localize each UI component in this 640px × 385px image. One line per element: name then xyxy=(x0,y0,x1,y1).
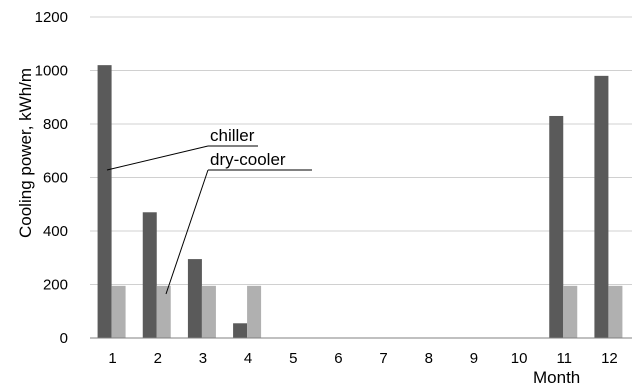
x-tick-label: 6 xyxy=(334,350,342,367)
bar-dry-cooler-1 xyxy=(111,285,126,338)
annotation-dry-cooler-leader xyxy=(165,169,209,295)
x-tick-label: 2 xyxy=(154,350,162,367)
y-tick-label: 1000 xyxy=(35,63,68,80)
x-tick-label: 9 xyxy=(470,350,478,367)
bar-chiller-2 xyxy=(142,212,157,338)
x-tick-label: 4 xyxy=(244,350,252,367)
y-tick-labels: 0 200 400 600 800 1000 1200 xyxy=(35,9,68,347)
x-tick-label: 1 xyxy=(108,350,116,367)
x-tick-label: 12 xyxy=(601,350,618,367)
x-tick-label: 11 xyxy=(556,350,572,367)
annotation-chiller: chiller xyxy=(210,126,255,145)
x-tick-labels: 1 2 3 4 5 6 7 8 9 10 11 12 xyxy=(108,350,617,367)
bar-dry-cooler-2 xyxy=(156,285,171,338)
y-tick-label: 400 xyxy=(43,223,68,240)
x-tick-label: 5 xyxy=(289,350,297,367)
y-tick-label: 0 xyxy=(60,330,68,347)
bar-chiller-4 xyxy=(233,323,248,338)
bar-dry-cooler-12 xyxy=(608,285,623,338)
y-tick-label: 1200 xyxy=(35,9,68,26)
bar-chiller-12 xyxy=(594,75,609,338)
bars xyxy=(97,65,623,339)
y-tick-label: 600 xyxy=(43,170,68,187)
bar-chiller-3 xyxy=(187,259,202,338)
x-tick-label: 7 xyxy=(379,350,387,367)
x-tick-label: 8 xyxy=(425,350,433,367)
bar-dry-cooler-11 xyxy=(563,285,578,338)
bar-dry-cooler-3 xyxy=(201,285,216,338)
annotation-chiller-leader xyxy=(106,145,209,171)
gridlines xyxy=(90,16,632,285)
annotation-dry-cooler: dry-cooler xyxy=(210,150,286,169)
bar-chiller-11 xyxy=(549,115,564,338)
series-annotations: chiller dry-cooler xyxy=(106,126,312,295)
y-axis-title: Cooling power, kWh/m xyxy=(16,68,35,238)
y-tick-label: 200 xyxy=(43,277,68,294)
x-tick-label: 10 xyxy=(511,350,528,367)
bar-dry-cooler-4 xyxy=(247,285,262,338)
x-axis-title: Month xyxy=(533,368,580,385)
bar-chiller-1 xyxy=(97,65,112,339)
x-tick-label: 3 xyxy=(199,350,207,367)
y-tick-label: 800 xyxy=(43,116,68,133)
